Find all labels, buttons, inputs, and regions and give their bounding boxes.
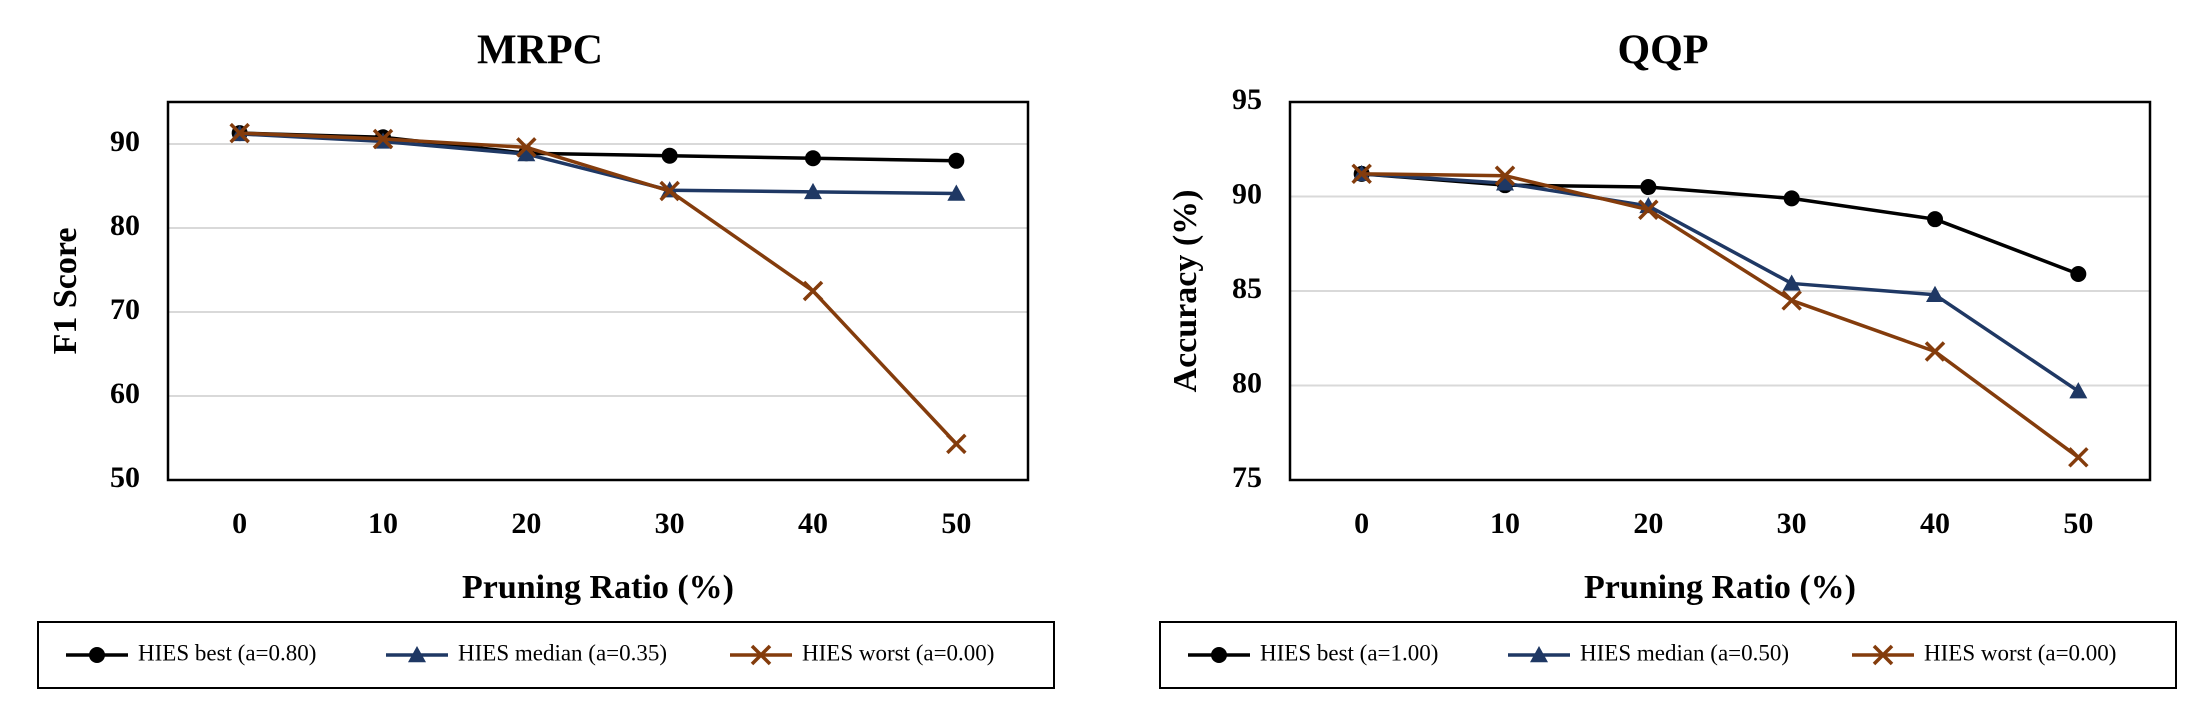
series-median-point [1782,274,1801,291]
series-worst-point [1781,290,1802,311]
series-median-point [2069,382,2088,399]
legend-label: HIES median (a=0.35) [458,640,667,665]
x-tick-label: 30 [655,507,685,540]
x-tick-label: 10 [368,507,398,540]
series-best-point [661,147,678,164]
y-tick-label: 70 [110,293,140,326]
series-best-point [1640,179,1657,196]
y-tick-label: 80 [110,209,140,242]
series-best-point [805,150,821,167]
legend-label: HIES worst (a=0.00) [1924,640,2116,665]
series-worst-point [1351,163,1372,185]
y-tick-label: 85 [1232,272,1262,305]
series-worst-point [1924,341,1946,362]
legend-box [1159,621,2177,689]
series-best-point [1927,211,1943,228]
series-worst-point [946,433,967,455]
legend-marker [1872,644,1894,666]
legend-item: HIES best (a=1.00) [1188,640,1438,665]
chart-qqp: QQP 75 80 85 90 95 0 10 20 30 40 50 Pruning Ratio (%… [1159,28,2177,689]
legend-item: HIES worst (a=0.00) [730,640,994,665]
series-worst-point [229,122,250,144]
x-tick-label: 50 [2063,507,2093,540]
legend-label: HIES best (a=1.00) [1260,640,1438,665]
plot-area [166,100,1030,482]
series-worst-point [802,280,824,302]
x-tick-label: 10 [1490,507,1520,540]
series-best-point [1783,190,1800,207]
legend-box [37,621,1055,689]
legend-marker [1211,647,1227,663]
legend-label: HIES worst (a=0.00) [802,640,994,665]
y-axis-label: Accuracy (%) [1167,190,1204,393]
series-best-point [2070,265,2087,282]
x-tick-label: 0 [1354,507,1369,540]
y-tick-label: 90 [110,125,140,158]
series-worst-point [1494,165,1516,186]
chart-mrpc-title: MRPC [477,28,603,74]
x-tick-label: 40 [1920,507,1950,540]
series-median-point [517,145,536,162]
y-tick-label: 90 [1232,177,1262,210]
legend: HIES best (a=1.00) HIES median (a=0.50) HI… [1159,621,2177,689]
legend-item: HIES median (a=0.35) [386,640,667,665]
series-worst-line [1361,172,2080,459]
x-tick-label: 20 [1633,507,1663,540]
series-worst-point [659,180,680,202]
legend-label: HIES best (a=0.80) [138,640,316,665]
series-median-point [804,182,822,200]
legend-item: HIES worst (a=0.00) [1852,640,2116,665]
series-worst-line [239,131,958,446]
series-worst-point [1638,199,1659,220]
legend-item: HIES median (a=0.50) [1508,640,1789,665]
x-tick-label: 50 [941,507,971,540]
series-median-line [1361,172,2080,393]
series-median-point [1496,174,1514,191]
legend-marker [1530,646,1548,663]
series-worst [229,122,967,455]
legend-item: HIES best (a=0.80) [66,640,316,665]
series-median-point [1926,285,1944,302]
legend-marker [408,646,426,663]
chart-qqp-title: QQP [1618,28,1709,74]
legend-label: HIES median (a=0.50) [1580,640,1789,665]
series-worst-point [2068,447,2089,468]
x-axis-label: Pruning Ratio (%) [1584,569,1856,606]
series-median-point [947,184,966,201]
legend: HIES best (a=0.80) HIES median (a=0.35) HI… [37,621,1055,689]
series-worst-point [372,128,394,150]
series-worst [1351,163,2089,468]
chart-mrpc: MRPC 50 60 70 80 90 0 10 20 30 40 50 Pruning Ratio (… [37,28,1055,689]
x-tick-label: 40 [798,507,828,540]
series-best-point [948,152,965,169]
series-worst-point [516,137,537,158]
x-axis-label: Pruning Ratio (%) [462,569,734,606]
y-axis-label: F1 Score [47,228,84,355]
x-tick-label: 0 [232,507,247,540]
y-tick-label: 50 [110,461,140,494]
y-tick-label: 60 [110,377,140,410]
x-tick-label: 20 [511,507,541,540]
plot-area [1288,100,2152,482]
series-median-line [239,132,957,196]
legend-marker [750,644,772,666]
y-tick-label: 80 [1232,366,1262,399]
x-tick-label: 30 [1777,507,1807,540]
y-tick-label: 75 [1232,461,1262,494]
legend-marker [89,647,105,663]
y-tick-label: 95 [1232,83,1262,116]
